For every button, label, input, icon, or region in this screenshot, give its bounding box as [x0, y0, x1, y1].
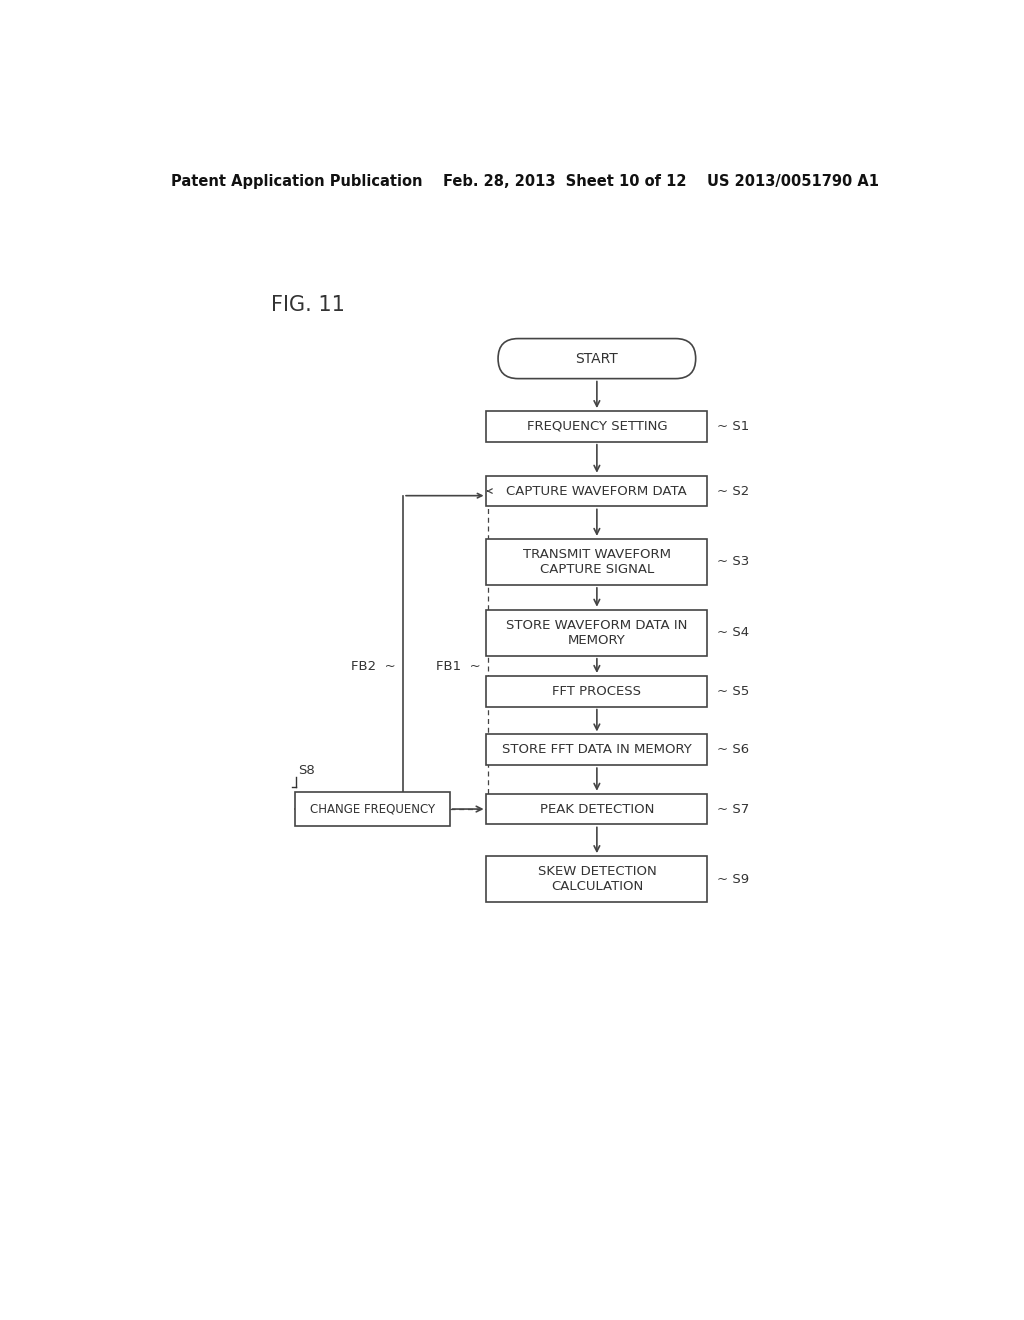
Text: FB1  ~: FB1 ~: [436, 660, 480, 673]
Text: STORE FFT DATA IN MEMORY: STORE FFT DATA IN MEMORY: [502, 743, 692, 756]
FancyBboxPatch shape: [498, 339, 695, 379]
FancyBboxPatch shape: [486, 539, 708, 585]
Text: ~ S3: ~ S3: [718, 556, 750, 569]
Text: Patent Application Publication    Feb. 28, 2013  Sheet 10 of 12    US 2013/00517: Patent Application Publication Feb. 28, …: [171, 174, 879, 189]
Text: ~ S5: ~ S5: [718, 685, 750, 698]
Text: FREQUENCY SETTING: FREQUENCY SETTING: [526, 420, 668, 433]
Text: FFT PROCESS: FFT PROCESS: [552, 685, 641, 698]
Text: FIG. 11: FIG. 11: [271, 294, 345, 314]
Text: PEAK DETECTION: PEAK DETECTION: [540, 803, 654, 816]
Text: TRANSMIT WAVEFORM
CAPTURE SIGNAL: TRANSMIT WAVEFORM CAPTURE SIGNAL: [523, 548, 671, 576]
Text: STORE WAVEFORM DATA IN
MEMORY: STORE WAVEFORM DATA IN MEMORY: [506, 619, 687, 647]
Text: ~ S6: ~ S6: [718, 743, 750, 756]
Text: SKEW DETECTION
CALCULATION: SKEW DETECTION CALCULATION: [538, 865, 656, 894]
FancyBboxPatch shape: [295, 792, 450, 826]
Text: FB2  ~: FB2 ~: [350, 660, 395, 673]
Text: ~ S4: ~ S4: [718, 626, 750, 639]
Text: CHANGE FREQUENCY: CHANGE FREQUENCY: [309, 803, 434, 816]
FancyBboxPatch shape: [486, 411, 708, 442]
FancyBboxPatch shape: [486, 857, 708, 903]
FancyBboxPatch shape: [486, 793, 708, 825]
Text: ~ S9: ~ S9: [718, 873, 750, 886]
Text: ~ S2: ~ S2: [718, 484, 750, 498]
FancyBboxPatch shape: [486, 475, 708, 507]
Text: ~ S7: ~ S7: [718, 803, 750, 816]
Text: ~ S1: ~ S1: [718, 420, 750, 433]
FancyBboxPatch shape: [486, 676, 708, 706]
Text: CAPTURE WAVEFORM DATA: CAPTURE WAVEFORM DATA: [507, 484, 687, 498]
Text: START: START: [575, 351, 618, 366]
FancyBboxPatch shape: [486, 610, 708, 656]
FancyBboxPatch shape: [486, 734, 708, 766]
Text: S8: S8: [299, 764, 315, 777]
